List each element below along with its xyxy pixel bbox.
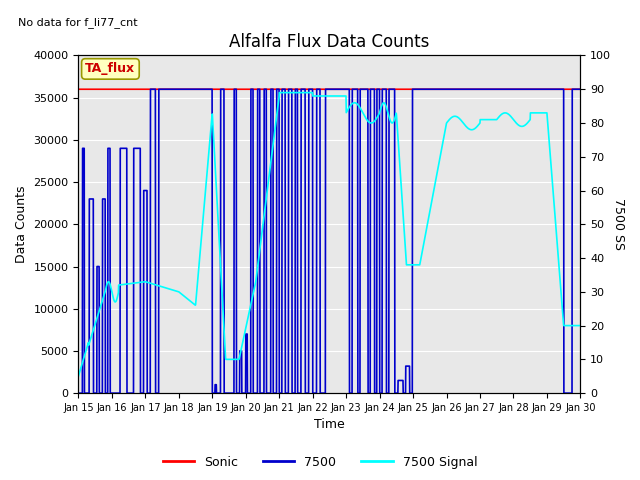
Y-axis label: 7500 SS: 7500 SS	[612, 198, 625, 250]
Y-axis label: Data Counts: Data Counts	[15, 186, 28, 263]
Text: TA_flux: TA_flux	[85, 62, 136, 75]
Title: Alfalfa Flux Data Counts: Alfalfa Flux Data Counts	[229, 33, 429, 51]
Text: No data for f_li77_cnt: No data for f_li77_cnt	[18, 18, 138, 28]
X-axis label: Time: Time	[314, 419, 345, 432]
Legend: Sonic, 7500, 7500 Signal: Sonic, 7500, 7500 Signal	[158, 451, 482, 474]
